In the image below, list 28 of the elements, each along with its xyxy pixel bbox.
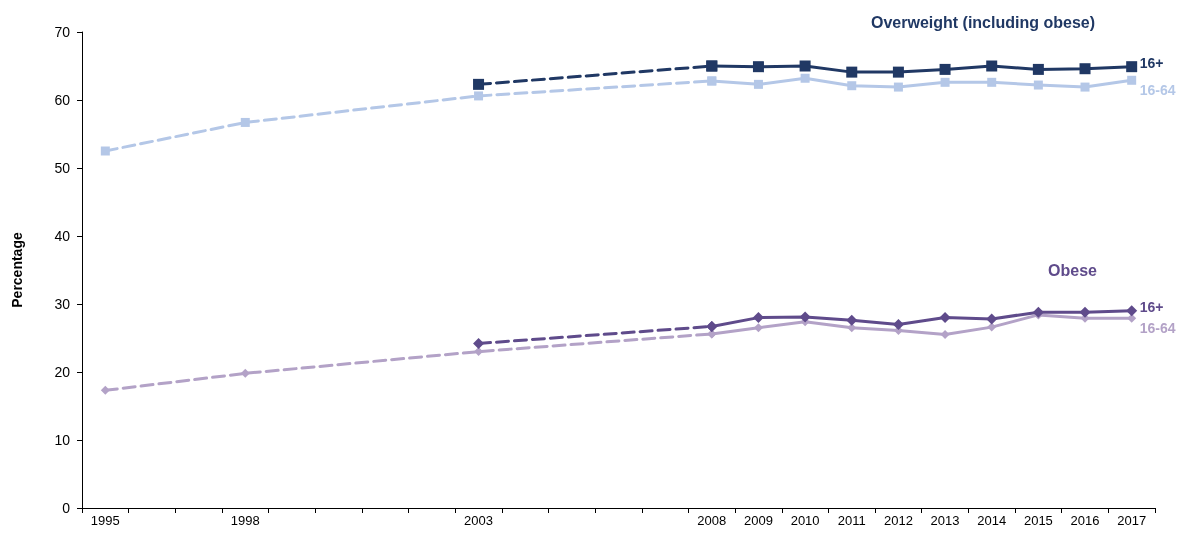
- x-tick-label: 2010: [790, 513, 820, 528]
- x-tick-label: 1995: [90, 513, 120, 528]
- y-axis-title: Percentage: [9, 232, 25, 308]
- x-tick-label: 2011: [837, 513, 866, 528]
- y-tick-label: 70: [54, 24, 71, 40]
- x-tick-label: 2014: [977, 513, 1007, 528]
- y-tick-label: 30: [54, 296, 71, 312]
- x-tick-label: 2003: [464, 513, 493, 528]
- series-label: 16+: [1139, 54, 1164, 71]
- x-tick-label: 2016: [1070, 513, 1100, 528]
- y-tick-label: 40: [54, 228, 71, 244]
- text: Overweight (including obese): [870, 13, 1096, 31]
- y-tick-label: 50: [54, 160, 71, 176]
- x-tick-label: 2008: [697, 513, 727, 528]
- x-tick-label: 2012: [883, 513, 913, 528]
- x-tick-label: 1998: [230, 513, 260, 528]
- series-label: 16+: [1139, 298, 1164, 315]
- series-label: 16-64: [1139, 82, 1176, 99]
- y-tick-label: 10: [54, 432, 71, 448]
- y-tick-label: 20: [54, 364, 71, 380]
- x-tick-label: 2015: [1023, 513, 1053, 528]
- x-tick-label: 2013: [930, 513, 960, 528]
- series-label: 16-64: [1139, 320, 1176, 337]
- x-tick-label: 2017: [1117, 513, 1147, 528]
- x-tick-label: 2009: [744, 513, 773, 528]
- annotation: Obese: [1048, 261, 1098, 279]
- y-tick-label: 0: [62, 500, 71, 516]
- y-tick-label: 60: [54, 92, 71, 108]
